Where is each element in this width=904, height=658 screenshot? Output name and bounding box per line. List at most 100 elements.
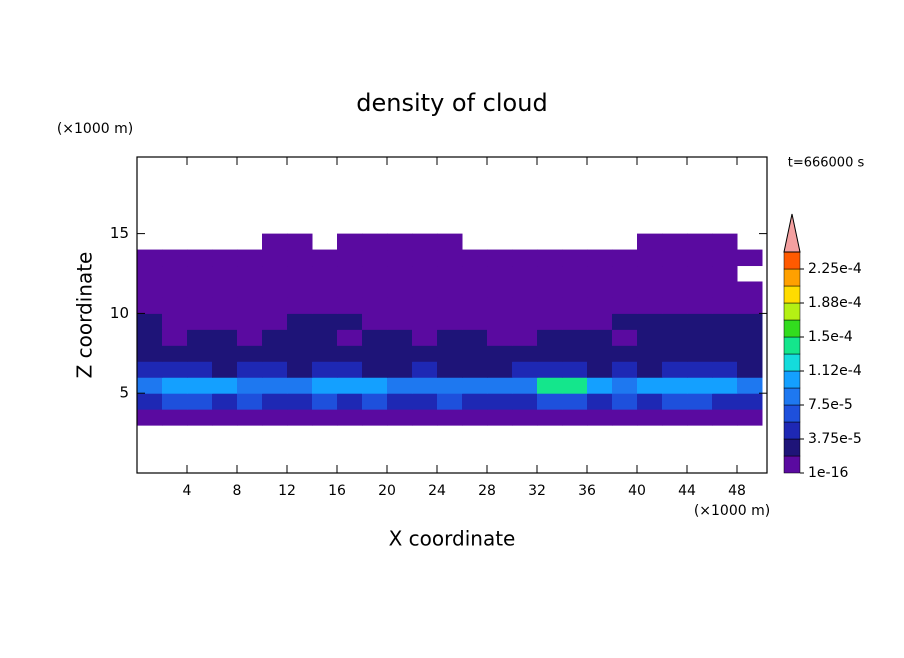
contour-cell [212, 249, 238, 267]
contour-cell [312, 265, 338, 282]
contour-cell [462, 361, 488, 378]
contour-cell [512, 345, 538, 362]
contour-cell [287, 281, 313, 298]
contour-cell [487, 377, 513, 394]
contour-cell [287, 409, 313, 426]
contour-cell [212, 393, 238, 410]
colorbar-tick-label: 1.88e-4 [808, 295, 862, 311]
contour-cell [237, 377, 263, 394]
x-tick-label: 8 [233, 483, 242, 499]
contour-cell [687, 233, 713, 251]
contour-cell [637, 233, 663, 251]
contour-cell [287, 297, 313, 314]
contour-cell [737, 281, 763, 298]
x-tick-label: 48 [728, 483, 746, 499]
contour-cell [587, 345, 613, 362]
contour-cell [287, 393, 313, 410]
contour-cell [512, 281, 538, 298]
contour-cell [437, 313, 463, 330]
contour-cell [662, 265, 688, 282]
contour-cell [387, 265, 413, 282]
contour-cell [362, 313, 388, 330]
x-unit: (×1000 m) [694, 503, 770, 519]
contour-cell [737, 361, 763, 378]
contour-cell [537, 249, 563, 267]
contour-cell [587, 393, 613, 410]
contour-cell [412, 249, 438, 267]
contour-cell [562, 361, 588, 378]
contour-cell [387, 233, 413, 251]
contour-cell [212, 313, 238, 330]
contour-cell [687, 393, 713, 410]
contour-cell [162, 345, 188, 362]
contour-cell [562, 313, 588, 330]
contour-cell [312, 409, 338, 426]
contour-cell [687, 361, 713, 378]
contour-cell [187, 377, 213, 394]
contour-cell [337, 233, 363, 251]
contour-cell [512, 249, 538, 267]
contour-cell [162, 361, 188, 378]
contour-cell [662, 233, 688, 251]
contour-cell [312, 297, 338, 314]
contour-cell [362, 265, 388, 282]
contour-cell [387, 377, 413, 394]
contour-cell [237, 297, 263, 314]
contour-cell [412, 345, 438, 362]
contour-cell [312, 377, 338, 394]
contour-cell [187, 265, 213, 282]
contour-cell [687, 297, 713, 314]
contour-cell [512, 393, 538, 410]
contour-cell [337, 361, 363, 378]
contour-cell [387, 249, 413, 267]
contour-cell [587, 313, 613, 330]
contour-cell [212, 361, 238, 378]
contour-cell [212, 329, 238, 346]
contour-cell [712, 249, 738, 267]
contour-cell [437, 249, 463, 267]
contour-cell [312, 329, 338, 346]
contour-cell [637, 329, 663, 346]
contour-cell [562, 329, 588, 346]
colorbar-tick-label: 1e-16 [808, 465, 848, 481]
contour-cell [387, 297, 413, 314]
contour-cell [437, 393, 463, 410]
contour-cell [337, 409, 363, 426]
contour-cell [212, 409, 238, 426]
contour-cell [487, 265, 513, 282]
contour-cell [512, 329, 538, 346]
contour-cell [187, 329, 213, 346]
contour-cell [187, 313, 213, 330]
contour-cell [662, 361, 688, 378]
contour-cell [687, 377, 713, 394]
contour-cell [337, 265, 363, 282]
contour-cell [137, 393, 163, 410]
contour-cell [662, 393, 688, 410]
contour-cell [512, 265, 538, 282]
contour-cell [587, 361, 613, 378]
contour-cell [162, 249, 188, 267]
contour-cell [562, 409, 588, 426]
contour-cell [437, 345, 463, 362]
x-tick-label: 32 [528, 483, 546, 499]
contour-cell [537, 313, 563, 330]
contour-cell [312, 361, 338, 378]
contour-cell [137, 361, 163, 378]
contour-cell [537, 409, 563, 426]
contour-cell [412, 265, 438, 282]
contour-cell [437, 297, 463, 314]
contour-cell [662, 329, 688, 346]
contour-cell [462, 345, 488, 362]
contour-cell [312, 313, 338, 330]
contour-cell [462, 265, 488, 282]
colorbar-band [783, 353, 801, 372]
contour-cell [587, 329, 613, 346]
colorbar-band [783, 455, 801, 474]
x-axis-title: X coordinate [389, 527, 516, 551]
colorbar-tick-label: 7.5e-5 [808, 397, 853, 413]
colorbar-band [783, 336, 801, 355]
colorbar-band [783, 285, 801, 304]
contour-cell [512, 377, 538, 394]
colorbar-extend [783, 213, 801, 253]
